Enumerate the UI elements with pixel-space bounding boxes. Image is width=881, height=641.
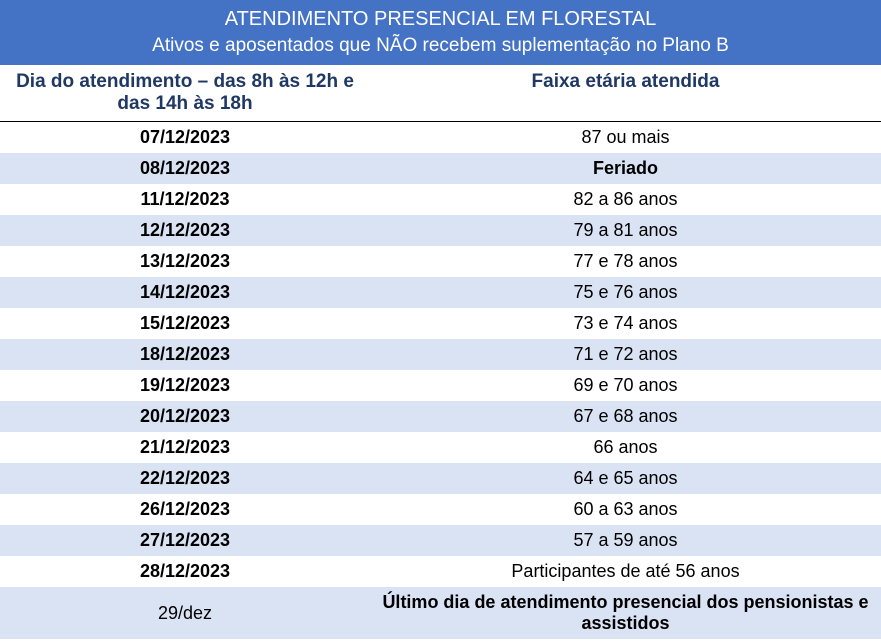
date-cell: 11/12/2023 [0, 184, 370, 215]
table-subheader-row: Ativos e aposentados que NÃO recebem sup… [0, 33, 881, 65]
age-cell: 67 e 68 anos [370, 401, 881, 432]
age-cell: 87 ou mais [370, 122, 881, 154]
column-header-row: Dia do atendimento – das 8h às 12h e das… [0, 65, 881, 122]
table-row: 12/12/202379 a 81 anos [0, 215, 881, 246]
table-row: 29/dezÚltimo dia de atendimento presenci… [0, 587, 881, 639]
date-cell: 07/12/2023 [0, 122, 370, 154]
date-cell: 27/12/2023 [0, 525, 370, 556]
date-cell: 26/12/2023 [0, 494, 370, 525]
age-cell: Último dia de atendimento presencial dos… [370, 587, 881, 639]
age-cell: 71 e 72 anos [370, 339, 881, 370]
table-row: 27/12/202357 a 59 anos [0, 525, 881, 556]
table-row: 22/12/202364 e 65 anos [0, 463, 881, 494]
date-cell: 22/12/2023 [0, 463, 370, 494]
date-cell: 18/12/2023 [0, 339, 370, 370]
table-header-row: ATENDIMENTO PRESENCIAL EM FLORESTAL [0, 0, 881, 33]
table-row: 19/12/202369 e 70 anos [0, 370, 881, 401]
date-cell: 15/12/2023 [0, 308, 370, 339]
table-row: 18/12/202371 e 72 anos [0, 339, 881, 370]
age-cell: 73 e 74 anos [370, 308, 881, 339]
date-cell: 29/dez [0, 587, 370, 639]
age-cell: Feriado [370, 153, 881, 184]
date-cell: 20/12/2023 [0, 401, 370, 432]
age-cell: Participantes de até 56 anos [370, 556, 881, 587]
date-cell: 13/12/2023 [0, 246, 370, 277]
age-cell: 57 a 59 anos [370, 525, 881, 556]
table-body: 07/12/202387 ou mais08/12/2023Feriado11/… [0, 122, 881, 640]
date-cell: 21/12/2023 [0, 432, 370, 463]
date-cell: 19/12/2023 [0, 370, 370, 401]
table-row: 08/12/2023Feriado [0, 153, 881, 184]
date-cell: 08/12/2023 [0, 153, 370, 184]
header-title: ATENDIMENTO PRESENCIAL EM FLORESTAL [0, 0, 881, 33]
date-cell: 14/12/2023 [0, 277, 370, 308]
table-row: 07/12/202387 ou mais [0, 122, 881, 154]
column-header-date: Dia do atendimento – das 8h às 12h e das… [0, 65, 370, 122]
table-row: 21/12/202366 anos [0, 432, 881, 463]
table-row: 20/12/202367 e 68 anos [0, 401, 881, 432]
table-row: 26/12/202360 a 63 anos [0, 494, 881, 525]
table-row: 11/12/202382 a 86 anos [0, 184, 881, 215]
age-cell: 82 a 86 anos [370, 184, 881, 215]
table-row: 28/12/2023Participantes de até 56 anos [0, 556, 881, 587]
age-cell: 75 e 76 anos [370, 277, 881, 308]
age-cell: 79 a 81 anos [370, 215, 881, 246]
table-row: 14/12/202375 e 76 anos [0, 277, 881, 308]
age-cell: 77 e 78 anos [370, 246, 881, 277]
header-subtitle: Ativos e aposentados que NÃO recebem sup… [0, 33, 881, 65]
age-cell: 66 anos [370, 432, 881, 463]
table-row: 13/12/202377 e 78 anos [0, 246, 881, 277]
age-cell: 60 a 63 anos [370, 494, 881, 525]
age-cell: 64 e 65 anos [370, 463, 881, 494]
table-row: 15/12/202373 e 74 anos [0, 308, 881, 339]
date-cell: 28/12/2023 [0, 556, 370, 587]
column-header-age: Faixa etária atendida [370, 65, 881, 122]
schedule-table: ATENDIMENTO PRESENCIAL EM FLORESTAL Ativ… [0, 0, 881, 639]
date-cell: 12/12/2023 [0, 215, 370, 246]
age-cell: 69 e 70 anos [370, 370, 881, 401]
